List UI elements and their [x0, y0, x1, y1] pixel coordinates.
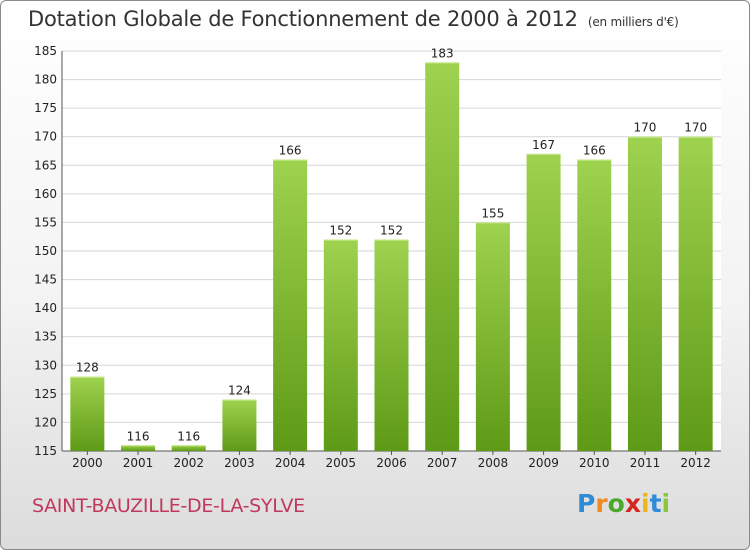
y-tick-label: 135: [34, 330, 57, 344]
x-tick-label: 2009: [528, 456, 559, 470]
bar-value-label: 167: [532, 138, 555, 152]
y-tick-label: 180: [34, 73, 57, 87]
y-tick-label: 140: [34, 301, 57, 315]
bar-value-label: 128: [76, 361, 99, 375]
bar-value-label: 124: [228, 384, 251, 398]
logo-letter: t: [649, 489, 662, 518]
y-tick-label: 130: [34, 358, 57, 372]
bar-value-label: 155: [481, 206, 504, 220]
chart-subtitle: (en milliers d'€): [587, 15, 679, 29]
x-tick-label: 2011: [630, 456, 661, 470]
y-tick-label: 115: [34, 444, 57, 458]
bar-2007: [425, 62, 460, 452]
y-tick-label: 175: [34, 101, 57, 115]
x-tick-label: 2003: [224, 456, 255, 470]
logo-letter: i: [661, 489, 671, 518]
bar-value-label: 116: [127, 429, 150, 443]
bar-value-label: 183: [431, 46, 454, 60]
y-tick-label: 155: [34, 215, 57, 229]
x-tick-label: 2012: [680, 456, 711, 470]
bar-2003: [222, 399, 257, 451]
bar-2010: [577, 159, 612, 452]
proxiti-logo: Proxiti: [577, 489, 670, 518]
y-tick-label: 165: [34, 158, 57, 172]
x-tick-label: 2000: [72, 456, 103, 470]
bar-value-label: 152: [329, 224, 352, 238]
bar-2004: [273, 159, 308, 452]
x-tick-label: 2006: [376, 456, 407, 470]
x-tick-label: 2001: [123, 456, 154, 470]
bar-2011: [627, 136, 662, 451]
logo-letter: P: [577, 489, 596, 518]
bar-2000: [70, 376, 105, 451]
bar-2009: [526, 153, 561, 451]
x-tick-label: 2008: [478, 456, 509, 470]
chart-title: Dotation Globale de Fonctionnement de 20…: [28, 7, 679, 31]
bar-2008: [475, 222, 510, 451]
x-tick-label: 2004: [275, 456, 306, 470]
y-tick-label: 150: [34, 244, 57, 258]
y-tick-label: 120: [34, 415, 57, 429]
bar-2012: [678, 136, 713, 451]
commune-name: SAINT-BAUZILLE-DE-LA-SYLVE: [32, 495, 305, 517]
y-tick-label: 170: [34, 130, 57, 144]
logo-letter: o: [607, 489, 625, 518]
bar-2002: [171, 445, 206, 451]
y-tick-label: 145: [34, 273, 57, 287]
x-tick-label: 2007: [427, 456, 458, 470]
bar-value-label: 152: [380, 224, 403, 238]
bar-value-label: 116: [177, 429, 200, 443]
x-tick-label: 2010: [579, 456, 610, 470]
x-tick-label: 2005: [326, 456, 357, 470]
logo-letter: i: [641, 489, 650, 518]
bar-value-label: 170: [684, 121, 707, 135]
bar-value-label: 166: [279, 144, 302, 158]
bar-value-label: 170: [634, 121, 657, 135]
y-tick-label: 125: [34, 387, 57, 401]
chart-title-text: Dotation Globale de Fonctionnement de 20…: [28, 7, 578, 31]
y-tick-label: 160: [34, 187, 57, 201]
x-tick-label: 2002: [173, 456, 204, 470]
bar-value-label: 166: [583, 144, 606, 158]
logo-letter: x: [624, 489, 641, 518]
logo-letter: r: [595, 489, 608, 518]
y-tick-label: 185: [34, 44, 57, 58]
bar-2005: [323, 239, 358, 451]
bar-2001: [121, 445, 156, 451]
bar-2006: [374, 239, 409, 451]
